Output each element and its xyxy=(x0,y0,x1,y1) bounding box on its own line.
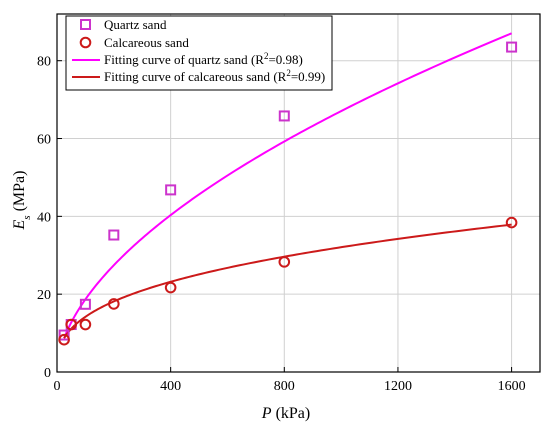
calcareous-sand-point xyxy=(278,256,291,268)
y-tick-label: 20 xyxy=(37,288,51,303)
calcareous-sand-point xyxy=(58,333,70,346)
plot-frame xyxy=(56,13,541,373)
quartz-sand-point xyxy=(165,184,177,196)
legend-label-calcareous-sand: Calcareous sand xyxy=(104,35,189,50)
quartz-sand-point xyxy=(278,110,290,122)
fit-curve-3 xyxy=(63,223,512,339)
x-tick-label: 800 xyxy=(274,379,295,394)
quartz-sand-point xyxy=(506,41,518,53)
y-tick-label: 80 xyxy=(37,55,51,70)
calcareous-sand-point xyxy=(505,216,518,229)
calcareous-sand-point xyxy=(108,298,120,310)
calcareous-sand-point xyxy=(164,281,177,294)
calcareous-sand-point xyxy=(65,318,78,331)
x-tick-label: 1600 xyxy=(498,379,526,394)
x-tick-label: 1200 xyxy=(384,379,412,394)
data-points xyxy=(58,41,518,346)
legend-marker-calcareous-sand xyxy=(79,36,92,49)
legend-label-quartz-fit: Fitting curve of quartz sand (R2=0.98) xyxy=(104,51,303,67)
legend-label-quartz-sand: Quartz sand xyxy=(104,17,167,32)
legend: Quartz sand Calcareous sand Fitting curv… xyxy=(65,15,333,91)
axis-ticks: 0 400 800 1200 1600 0 20 40 60 80 xyxy=(37,55,526,394)
x-axis-label: P (kPa) xyxy=(261,405,310,422)
y-tick-label: 60 xyxy=(37,133,51,148)
x-tick-label: 400 xyxy=(160,379,181,394)
quartz-sand-point xyxy=(58,329,70,341)
legend-box xyxy=(65,15,333,91)
legend-label-calcareous-fit: Fitting curve of calcareous sand (R2=0.9… xyxy=(104,68,325,84)
quartz-sand-point xyxy=(79,298,91,310)
fit-curve-2 xyxy=(63,32,512,339)
y-axis-label: Es(MPa) xyxy=(11,171,33,231)
quartz-sand-point xyxy=(108,229,120,241)
fit-curves xyxy=(63,32,512,339)
y-tick-label: 0 xyxy=(44,366,51,381)
calcareous-sand-point xyxy=(79,318,92,331)
x-tick-label: 0 xyxy=(54,379,61,394)
legend-marker-quartz-sand xyxy=(80,19,91,30)
y-tick-label: 40 xyxy=(37,210,51,225)
